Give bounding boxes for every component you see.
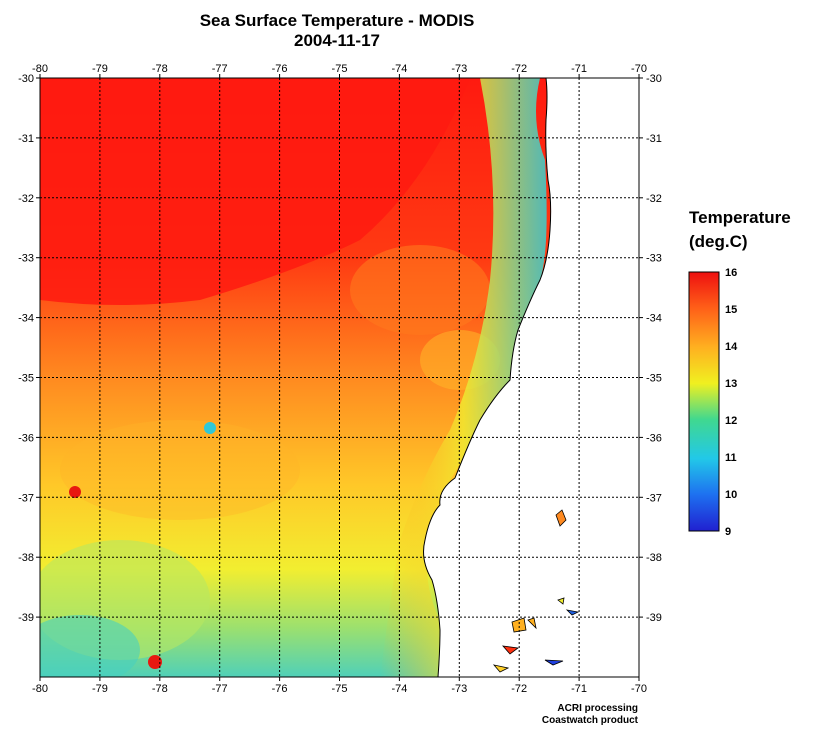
lat-tick-label-left: -33 (18, 253, 34, 265)
lon-tick-label-top: -78 (152, 63, 168, 75)
lon-tick-label-bottom: -78 (152, 683, 168, 695)
lon-tick-label-bottom: -79 (92, 683, 108, 695)
lat-tick-label-right: -30 (646, 73, 662, 85)
lat-tick-label-right: -32 (646, 193, 662, 205)
lat-tick-label-left: -37 (18, 492, 34, 504)
lat-tick-label-left: -39 (18, 612, 34, 624)
lon-tick-label-top: -74 (391, 63, 407, 75)
lon-tick-label-bottom: -76 (272, 683, 288, 695)
island (555, 509, 567, 527)
lon-tick-label-bottom: -71 (571, 683, 587, 695)
axis-ticks: -80 -80 -79 -79 -78 -78 -77 -77 -76 -76 -75 -75 -74 -… (18, 63, 662, 695)
legend-tick-labels: 16 15 14 13 12 11 10 9 (725, 267, 738, 538)
legend-tick-label: 10 (725, 489, 737, 501)
lon-tick-label-bottom: -72 (511, 683, 527, 695)
lon-tick-label-top: -73 (451, 63, 467, 75)
lat-tick-label-right: -39 (646, 612, 662, 624)
credit-processing: ACRI processing (557, 703, 638, 714)
lat-tick-label-left: -34 (18, 313, 34, 325)
lat-tick-label-left: -30 (18, 73, 34, 85)
lon-tick-label-bottom: -74 (391, 683, 407, 695)
chile-coastline (423, 78, 639, 677)
legend-tick-label: 15 (725, 304, 737, 316)
legend-tick-label: 13 (725, 378, 737, 390)
lat-tick-label-left: -31 (18, 133, 34, 145)
legend-tick-label: 16 (725, 267, 737, 279)
legend-tick-label: 14 (725, 341, 738, 353)
lat-tick-label-right: -34 (646, 313, 662, 325)
island (492, 664, 510, 673)
legend-tick-label: 12 (725, 415, 737, 427)
lat-tick-label-left: -38 (18, 552, 34, 564)
lon-tick-label-bottom: -80 (32, 683, 48, 695)
lon-tick-label-top: -79 (92, 63, 108, 75)
lat-tick-label-right: -36 (646, 432, 662, 444)
island (557, 597, 565, 605)
island (501, 645, 520, 655)
lat-tick-label-left: -35 (18, 373, 34, 385)
legend-tick-label: 9 (725, 526, 731, 538)
lon-tick-label-bottom: -77 (212, 683, 228, 695)
lat-tick-label-right: -31 (646, 133, 662, 145)
lon-tick-label-top: -75 (332, 63, 348, 75)
lat-tick-label-right: -33 (646, 253, 662, 265)
island (511, 617, 527, 633)
credit-product: Coastwatch product (541, 715, 638, 726)
map-date: 2004-11-17 (293, 31, 381, 50)
lon-tick-label-bottom: -75 (332, 683, 348, 695)
map-title: Sea Surface Temperature - MODIS (199, 11, 475, 30)
island (565, 609, 580, 616)
lat-tick-label-right: -38 (646, 552, 662, 564)
lat-tick-label-right: -35 (646, 373, 662, 385)
legend-units: (deg.C) (689, 232, 748, 251)
lat-tick-label-right: -37 (646, 492, 662, 504)
lon-tick-label-bottom: -70 (631, 683, 647, 695)
island (527, 617, 537, 630)
legend-title: Temperature (689, 208, 791, 227)
legend-tick-label: 11 (725, 452, 737, 464)
lat-tick-label-left: -36 (18, 432, 34, 444)
lon-tick-label-top: -71 (571, 63, 587, 75)
lon-tick-label-top: -70 (631, 63, 647, 75)
lon-tick-label-top: -72 (511, 63, 527, 75)
lon-tick-label-top: -80 (32, 63, 48, 75)
island (544, 659, 564, 666)
legend-colorbar (688, 271, 720, 532)
lon-tick-label-top: -76 (272, 63, 288, 75)
sst-raster (40, 78, 639, 677)
lon-tick-label-bottom: -73 (451, 683, 467, 695)
lat-tick-label-left: -32 (18, 193, 34, 205)
lon-tick-label-top: -77 (212, 63, 228, 75)
